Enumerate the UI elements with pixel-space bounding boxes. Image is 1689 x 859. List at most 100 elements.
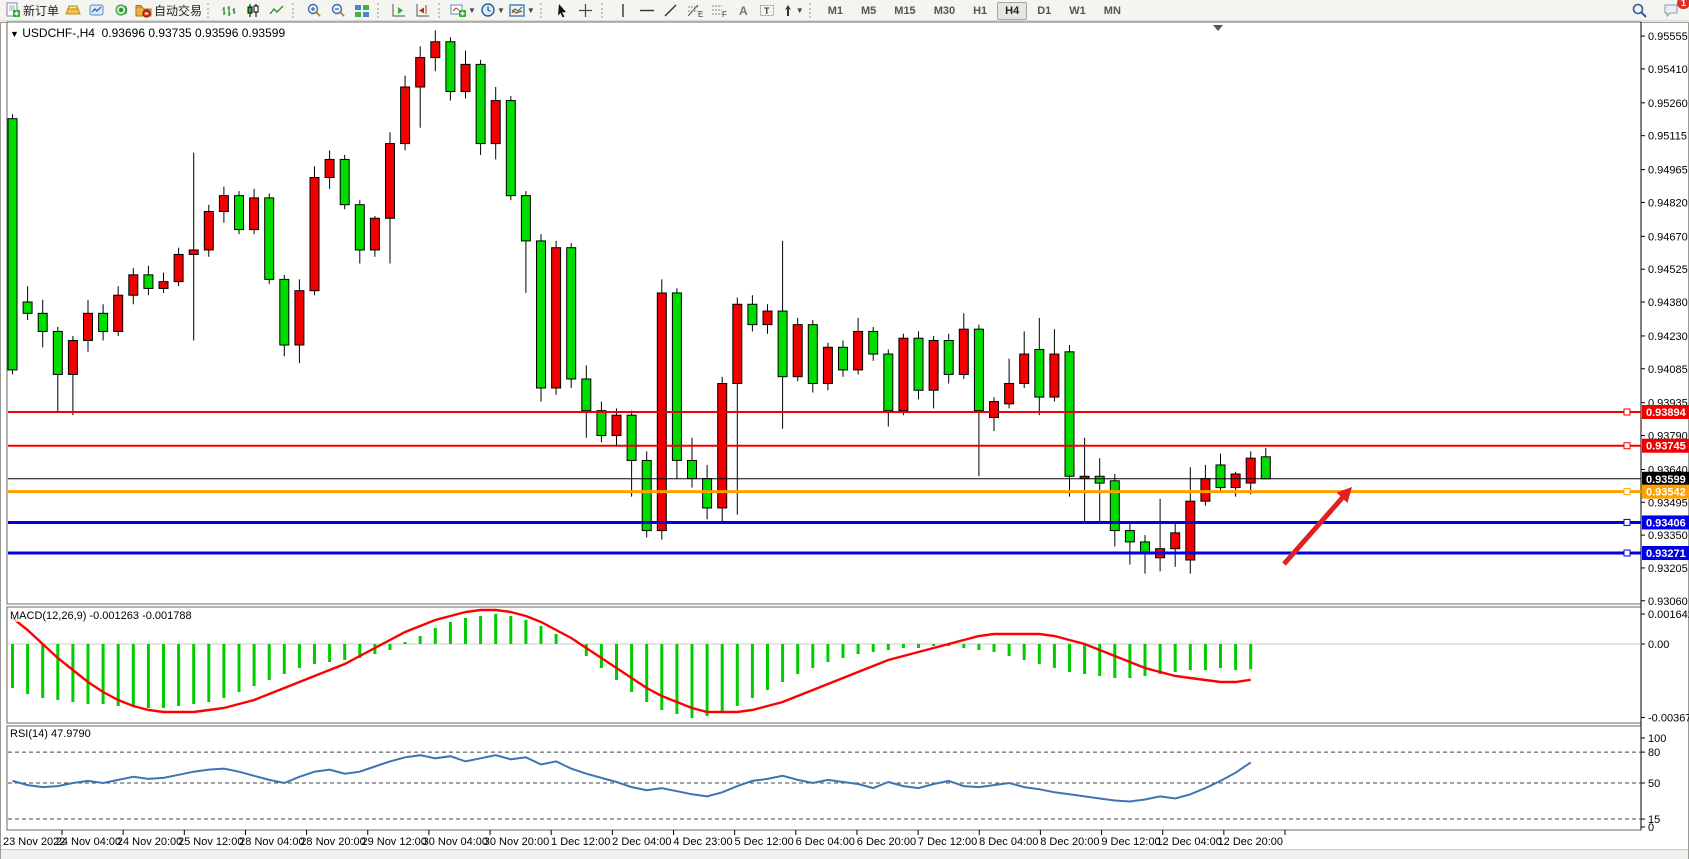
fibo-fan-tool[interactable]: F <box>707 1 731 20</box>
toolbar-grip <box>438 2 445 18</box>
line-handle[interactable] <box>1623 442 1631 450</box>
auto-scroll-icon <box>392 3 406 16</box>
arrow-shapes-icon <box>784 4 791 16</box>
indicators-dropdown[interactable]: ▼ <box>507 1 537 20</box>
timeframe-button-W1[interactable]: W1 <box>1069 5 1086 17</box>
date-tick-label: 29 Nov 12:00 <box>361 836 426 848</box>
timeframe-button-H1[interactable]: H1 <box>973 5 988 17</box>
candle-body <box>22 301 33 314</box>
candle-body <box>1094 475 1105 484</box>
candle-body <box>143 274 154 289</box>
zoom-in-button[interactable] <box>302 1 326 20</box>
rsi-pane <box>6 725 1642 831</box>
date-tick-label: 12 Dec 20:00 <box>1218 836 1283 848</box>
new-chart-dropdown[interactable]: ▼ <box>448 1 478 20</box>
bar-chart-mode-button[interactable] <box>217 1 241 20</box>
candle-body <box>626 414 637 461</box>
svg-text:T: T <box>764 6 770 16</box>
candle-body <box>611 414 622 437</box>
line-handle[interactable] <box>1623 518 1631 526</box>
date-tick-label: 1 Dec 12:00 <box>551 836 610 848</box>
price-tick-label: 0.95260 <box>1648 98 1688 110</box>
status-strip <box>1 849 1688 859</box>
timeframe-button-M15[interactable]: M15 <box>894 5 916 17</box>
text-tool[interactable]: A <box>731 1 755 20</box>
market-watch-button[interactable] <box>85 1 109 20</box>
main-pane <box>6 21 1642 605</box>
timeframe-group: M1 M5 M15 M30 H1 H4 D1 W1 MN <box>819 1 1130 20</box>
price-tick-label: 0.95115 <box>1648 131 1687 143</box>
gold-ingot-icon <box>65 5 81 15</box>
timeframe-button-M1[interactable]: M1 <box>827 5 843 17</box>
candle-body <box>551 247 562 389</box>
price-level-tag-label: 0.93599 <box>1646 474 1686 486</box>
date-tick-label: 12 Dec 04:00 <box>1156 836 1221 848</box>
new-order-button[interactable]: 新订单 <box>3 1 61 20</box>
timeframe-button-D1[interactable]: D1 <box>1037 5 1052 17</box>
autotrade-button[interactable]: 自动交易 <box>133 1 204 20</box>
timeframe-button-M5[interactable]: M5 <box>861 5 877 17</box>
trendline-tool[interactable] <box>659 1 683 20</box>
zoom-out-button[interactable] <box>326 1 350 20</box>
candle-chart-mode-button[interactable] <box>241 1 265 20</box>
date-tick-label: 8 Dec 04:00 <box>979 836 1038 848</box>
text-label-tool[interactable]: T <box>755 1 779 20</box>
candle-body <box>1215 464 1226 489</box>
line-handle[interactable] <box>1623 408 1631 416</box>
auto-scroll-button[interactable] <box>387 1 411 20</box>
gold-ingot-button[interactable] <box>61 1 85 20</box>
trend-arrow[interactable] <box>1282 495 1345 566</box>
candle-body <box>324 158 335 179</box>
date-tick-label: 28 Nov 20:00 <box>300 836 365 848</box>
cursor-tool-button[interactable] <box>550 1 574 20</box>
line-handle[interactable] <box>1623 549 1631 557</box>
tile-windows-button[interactable] <box>350 1 374 20</box>
search-button[interactable] <box>1627 1 1651 20</box>
candle-body <box>777 310 788 378</box>
date-tick-label: 23 Nov 2022 <box>3 836 65 848</box>
main-toolbar: 新订单 自动交易 ▼ ▼ <box>0 0 1689 21</box>
candle-body <box>339 158 350 206</box>
price-level-tag-label: 0.93745 <box>1646 441 1686 453</box>
signal-button[interactable] <box>109 1 133 20</box>
trend-arrow-head[interactable] <box>1336 487 1353 503</box>
fibo-retracement-tool[interactable]: E <box>683 1 707 20</box>
price-level-tag <box>1642 484 1689 499</box>
macd-indicator-label: MACD(12,26,9) -0.001263 -0.001788 <box>10 610 192 622</box>
toolbar-grip <box>292 2 299 18</box>
timeframe-button-M30[interactable]: M30 <box>933 5 956 17</box>
horizontal-line-tool[interactable] <box>635 1 659 20</box>
macd-pane <box>6 606 1642 724</box>
timeframe-button-MN[interactable]: MN <box>1103 5 1121 17</box>
arrows-dropdown[interactable]: ▼ <box>779 1 806 20</box>
crosshair-tool-button[interactable] <box>574 1 598 20</box>
price-tick-label: 0.93495 <box>1648 497 1688 509</box>
vertical-line-tool[interactable] <box>611 1 635 20</box>
price-tick-label: 0.94670 <box>1648 231 1688 243</box>
candle-body <box>37 312 48 332</box>
toolbar-grip <box>207 2 214 18</box>
candle-body <box>415 57 426 88</box>
profiles-dropdown[interactable]: ▼ <box>478 1 507 20</box>
rsi-tick-label: 0 <box>1648 822 1654 834</box>
timeframe-button-H4[interactable]: H4 <box>997 2 1028 20</box>
notifications-button[interactable]: 1 <box>1659 0 1689 20</box>
chart-shift-button[interactable] <box>411 1 435 20</box>
candle-body <box>234 195 244 231</box>
date-tick-label: 28 Nov 04:00 <box>239 836 304 848</box>
candle-body <box>943 339 954 375</box>
candle-body <box>460 63 471 93</box>
chart-shift-icon <box>416 3 430 16</box>
collapse-arrow-icon[interactable]: ▼ <box>10 29 19 39</box>
candle-body <box>913 337 924 391</box>
candle-body <box>596 410 607 437</box>
candle-body <box>671 292 682 461</box>
line-handle[interactable] <box>1623 488 1631 496</box>
price-level-tag-label: 0.93894 <box>1646 407 1687 419</box>
candle-body <box>52 330 63 375</box>
line-chart-mode-button[interactable] <box>265 1 289 20</box>
svg-text:A: A <box>739 4 748 18</box>
scroll-marker-icon <box>1213 25 1223 31</box>
price-tick-label: 0.95410 <box>1648 64 1688 76</box>
